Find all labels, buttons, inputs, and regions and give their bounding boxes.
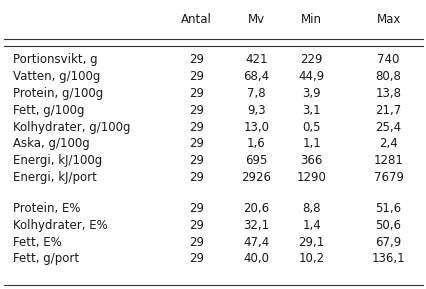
Text: 1,1: 1,1	[302, 137, 320, 150]
Text: 29: 29	[188, 70, 204, 83]
Text: 421: 421	[245, 53, 267, 66]
Text: 51,6: 51,6	[374, 202, 401, 215]
Text: 136,1: 136,1	[371, 252, 404, 265]
Text: 2,4: 2,4	[378, 137, 397, 150]
Text: 740: 740	[377, 53, 399, 66]
Text: 47,4: 47,4	[242, 236, 269, 249]
Text: Mv: Mv	[247, 13, 264, 26]
Text: 29: 29	[188, 121, 204, 134]
Text: 1,4: 1,4	[302, 219, 320, 232]
Text: 29: 29	[188, 53, 204, 66]
Text: 44,9: 44,9	[298, 70, 324, 83]
Text: 3,1: 3,1	[302, 104, 320, 117]
Text: 1290: 1290	[296, 171, 326, 184]
Text: Kolhydrater, E%: Kolhydrater, E%	[13, 219, 107, 232]
Text: 7679: 7679	[373, 171, 403, 184]
Text: 229: 229	[300, 53, 322, 66]
Text: Protein, E%: Protein, E%	[13, 202, 80, 215]
Text: Fett, E%: Fett, E%	[13, 236, 61, 249]
Text: 1,6: 1,6	[246, 137, 265, 150]
Text: 21,7: 21,7	[374, 104, 401, 117]
Text: Energi, kJ/port: Energi, kJ/port	[13, 171, 96, 184]
Text: 29: 29	[188, 154, 204, 167]
Text: Fett, g/100g: Fett, g/100g	[13, 104, 84, 117]
Text: 29,1: 29,1	[298, 236, 324, 249]
Text: 50,6: 50,6	[375, 219, 400, 232]
Text: 25,4: 25,4	[374, 121, 401, 134]
Text: 366: 366	[300, 154, 322, 167]
Text: Aska, g/100g: Aska, g/100g	[13, 137, 89, 150]
Text: 8,8: 8,8	[302, 202, 320, 215]
Text: Min: Min	[300, 13, 322, 26]
Text: 9,3: 9,3	[246, 104, 265, 117]
Text: 10,2: 10,2	[298, 252, 324, 265]
Text: 13,8: 13,8	[375, 87, 400, 100]
Text: Protein, g/100g: Protein, g/100g	[13, 87, 103, 100]
Text: 29: 29	[188, 252, 204, 265]
Text: Vatten, g/100g: Vatten, g/100g	[13, 70, 100, 83]
Text: 68,4: 68,4	[242, 70, 269, 83]
Text: 29: 29	[188, 202, 204, 215]
Text: 29: 29	[188, 236, 204, 249]
Text: 695: 695	[245, 154, 267, 167]
Text: 29: 29	[188, 87, 204, 100]
Text: Energi, kJ/100g: Energi, kJ/100g	[13, 154, 102, 167]
Text: 13,0: 13,0	[243, 121, 268, 134]
Text: 40,0: 40,0	[243, 252, 268, 265]
Text: 3,9: 3,9	[302, 87, 320, 100]
Text: 20,6: 20,6	[242, 202, 269, 215]
Text: Fett, g/port: Fett, g/port	[13, 252, 79, 265]
Text: Kolhydrater, g/100g: Kolhydrater, g/100g	[13, 121, 130, 134]
Text: 29: 29	[188, 137, 204, 150]
Text: 0,5: 0,5	[302, 121, 320, 134]
Text: 1281: 1281	[373, 154, 403, 167]
Text: Antal: Antal	[181, 13, 211, 26]
Text: 29: 29	[188, 171, 204, 184]
Text: 2926: 2926	[241, 171, 271, 184]
Text: 29: 29	[188, 219, 204, 232]
Text: Max: Max	[375, 13, 400, 26]
Text: 29: 29	[188, 104, 204, 117]
Text: Portionsvikt, g: Portionsvikt, g	[13, 53, 97, 66]
Text: 67,9: 67,9	[374, 236, 401, 249]
Text: 7,8: 7,8	[246, 87, 265, 100]
Text: 32,1: 32,1	[242, 219, 269, 232]
Text: 80,8: 80,8	[375, 70, 400, 83]
